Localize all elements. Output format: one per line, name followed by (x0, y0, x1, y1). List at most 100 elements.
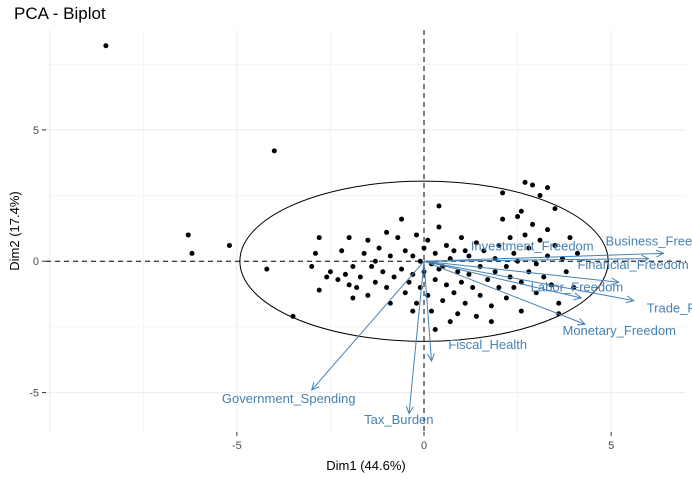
vector-arrowhead (427, 353, 435, 363)
data-point (477, 263, 483, 269)
vector-arrowhead (641, 254, 650, 263)
data-point (354, 284, 360, 290)
data-point (185, 232, 191, 238)
x-axis-title: Dim1 (44.6%) (326, 458, 405, 473)
data-point (365, 292, 371, 298)
variable-label: Labor_Freedom (531, 279, 624, 294)
data-point (372, 279, 378, 285)
data-point (103, 43, 109, 49)
data-point (500, 216, 506, 222)
data-point (451, 290, 457, 296)
y-tick-label: 0 (33, 256, 39, 268)
data-point (342, 271, 348, 277)
data-point (515, 258, 521, 264)
variable-vector (423, 252, 664, 262)
variable-label: Tax_Burden (364, 412, 433, 427)
data-point (473, 313, 479, 319)
data-point (406, 279, 412, 285)
data-point (410, 253, 416, 259)
data-point (410, 308, 416, 314)
data-point (376, 245, 382, 251)
data-point (451, 248, 457, 254)
data-point (492, 269, 498, 275)
x-tick-label: 0 (421, 440, 427, 452)
data-point (414, 232, 420, 238)
variable-vector (423, 260, 634, 302)
data-point (526, 269, 532, 275)
data-point (432, 327, 438, 333)
data-point (488, 303, 494, 309)
data-point (503, 295, 509, 301)
variable-vector (423, 260, 586, 325)
data-point (518, 308, 524, 314)
x-tick-label: -5 (232, 440, 242, 452)
data-point (425, 237, 431, 243)
x-axis-ticks: -5 0 5 (232, 432, 614, 452)
vector-arrowhead (625, 295, 635, 304)
chart-title: PCA - Biplot (14, 4, 106, 23)
data-point (470, 284, 476, 290)
data-point (443, 242, 449, 248)
data-point (462, 300, 468, 306)
data-point (500, 190, 506, 196)
variable-label: Investment_Freedom (471, 239, 594, 254)
data-point (387, 253, 393, 259)
variable-vector (423, 260, 582, 299)
data-point (384, 284, 390, 290)
data-point (432, 250, 438, 256)
data-point (421, 245, 427, 251)
data-point (316, 235, 322, 241)
data-point (545, 253, 551, 259)
vector-arrowhead (610, 277, 620, 286)
data-point (372, 258, 378, 264)
data-point (436, 224, 442, 230)
data-point (395, 235, 401, 241)
y-tick-label: -5 (29, 388, 39, 400)
data-point (537, 237, 543, 243)
data-point (350, 295, 356, 301)
data-point (271, 148, 277, 154)
plot-background (46, 30, 686, 432)
data-point (346, 282, 352, 288)
data-point (350, 263, 356, 269)
data-point (488, 319, 494, 325)
data-point (522, 232, 528, 238)
data-point (399, 266, 405, 272)
data-point (458, 279, 464, 285)
data-point (327, 269, 333, 275)
data-point (361, 250, 367, 256)
data-point (357, 274, 363, 280)
data-point (552, 242, 558, 248)
vector-arrowhead (573, 292, 583, 301)
variable-label: Monetary_Freedom (562, 323, 675, 338)
data-point (399, 216, 405, 222)
data-point (481, 248, 487, 254)
variable-vector (423, 260, 619, 283)
variable-vector (424, 258, 649, 262)
vector-arrowhead (576, 318, 587, 326)
x-tick-label: 5 (608, 440, 614, 452)
data-point (503, 263, 509, 269)
vector-arrowhead (405, 405, 414, 415)
data-point (466, 271, 472, 277)
data-point (312, 250, 318, 256)
data-point (522, 179, 528, 185)
vector-layer: Business_Freedom Investment_Freedom Financ… (222, 233, 692, 427)
data-point (447, 319, 453, 325)
data-point (563, 269, 569, 275)
data-point (507, 235, 513, 241)
variable-label: Trade_Freedom (647, 300, 692, 315)
data-point (462, 248, 468, 254)
data-point (339, 248, 345, 254)
data-point (574, 250, 580, 256)
data-point (541, 274, 547, 280)
data-point (473, 240, 479, 246)
variable-vector (311, 260, 425, 391)
data-point (518, 208, 524, 214)
variable-vector (423, 261, 432, 362)
vector-arrowhead (310, 382, 320, 391)
data-point (226, 242, 232, 248)
data-point (496, 242, 502, 248)
y-axis-ticks: -5 0 5 (29, 125, 46, 400)
point-layer (103, 43, 580, 333)
